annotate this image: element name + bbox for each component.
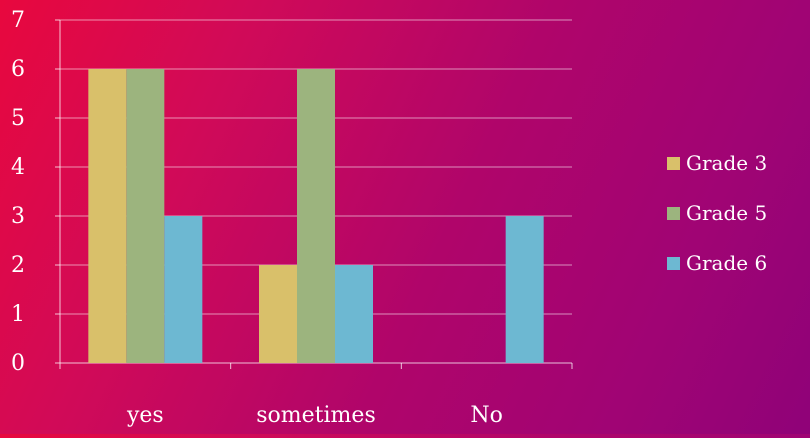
legend-swatch [667,257,680,270]
x-category-label: yes [126,403,164,428]
y-tick-label: 5 [11,106,25,131]
bar-grade-5-yes [126,69,165,363]
legend-swatch [667,157,680,170]
legend-label: Grade 5 [686,201,767,225]
bar-grade-3-sometimes [259,265,297,363]
y-tick-label: 0 [11,351,25,376]
legend-label: Grade 6 [686,251,767,275]
legend-label: Grade 3 [686,151,767,175]
bar-grade-6-yes [164,216,203,363]
legend-swatch [667,207,680,220]
legend: Grade 3 Grade 5 Grade 6 [667,151,767,275]
bar-grade-6-no [505,216,544,363]
x-category-labels: yes sometimes No [126,403,503,428]
bars [88,69,544,363]
x-category-label: No [470,403,503,428]
y-tick-label: 1 [11,302,25,327]
y-tick-labels: 0 1 2 3 4 5 6 7 [11,8,25,376]
y-tick-label: 7 [11,8,25,33]
bar-grade-3-yes [88,69,127,363]
y-tick-label: 3 [11,204,25,229]
y-tick-label: 2 [11,253,25,278]
y-tick-label: 6 [11,57,25,82]
bar-grade-5-sometimes [297,69,335,363]
x-category-label: sometimes [256,403,375,428]
bar-grade-6-sometimes [335,265,373,363]
y-tick-label: 4 [11,155,25,180]
